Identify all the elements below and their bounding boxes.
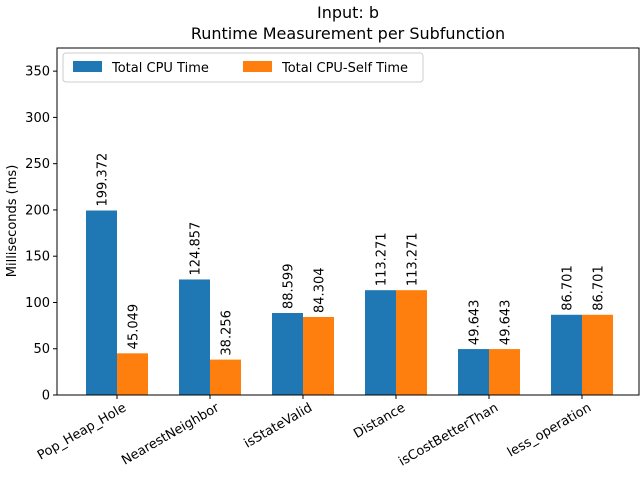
bar-value-label: 38.256 (220, 310, 235, 356)
y-tick-label: 200 (25, 203, 50, 218)
bar-cpu-self-time (117, 353, 148, 395)
bar-cpu-time (179, 279, 210, 395)
bar-cpu-time (272, 313, 303, 395)
bar-labels-layer: 199.372 45.049 124.857 38.256 88.599 84.304 11… (96, 153, 607, 356)
y-tick-label: 350 (25, 65, 50, 80)
legend-swatch-cpu-self-time (243, 61, 272, 72)
y-axis-label: Milliseconds (ms) (5, 165, 20, 278)
y-tick-label: 250 (25, 157, 50, 172)
legend-swatch-cpu-time (73, 61, 102, 72)
legend-label-cpu-self-time: Total CPU-Self Time (281, 61, 408, 76)
y-tick-label: 100 (25, 296, 50, 311)
chart-subtitle: Runtime Measurement per Subfunction (191, 24, 505, 43)
legend-label-cpu-time: Total CPU Time (111, 61, 209, 76)
bar-cpu-time (365, 290, 396, 395)
y-axis: 0 50 100 150 200 250 300 350 (25, 65, 57, 404)
bar-cpu-time (458, 349, 489, 395)
bar-cpu-self-time (582, 314, 613, 395)
bar-cpu-self-time (396, 290, 427, 395)
legend: Total CPU Time Total CPU-Self Time (62, 52, 424, 83)
bars-layer (86, 210, 613, 395)
bar-cpu-self-time (303, 316, 334, 395)
bar-value-label: 84.304 (313, 267, 328, 313)
bar-value-label: 113.271 (406, 232, 421, 286)
bar-value-label: 49.643 (499, 300, 514, 346)
y-tick-label: 50 (33, 342, 50, 357)
bar-value-label: 86.701 (592, 265, 607, 311)
bar-value-label: 113.271 (375, 232, 390, 286)
chart-title: Input: b (317, 3, 379, 22)
bar-value-label: 86.701 (561, 265, 576, 311)
bar-cpu-self-time (489, 349, 520, 395)
y-tick-label: 0 (42, 389, 50, 404)
bar-value-label: 88.599 (282, 264, 297, 310)
bar-cpu-time (86, 210, 117, 395)
bar-value-label: 49.643 (468, 300, 483, 346)
bar-cpu-self-time (210, 359, 241, 395)
bar-value-label: 45.049 (127, 304, 142, 350)
y-tick-label: 150 (25, 250, 50, 265)
y-tick-label: 300 (25, 111, 50, 126)
bar-value-label: 199.372 (96, 153, 111, 207)
plot-frame (56, 47, 640, 396)
bar-value-label: 124.857 (189, 222, 204, 276)
bar-cpu-time (551, 314, 582, 395)
